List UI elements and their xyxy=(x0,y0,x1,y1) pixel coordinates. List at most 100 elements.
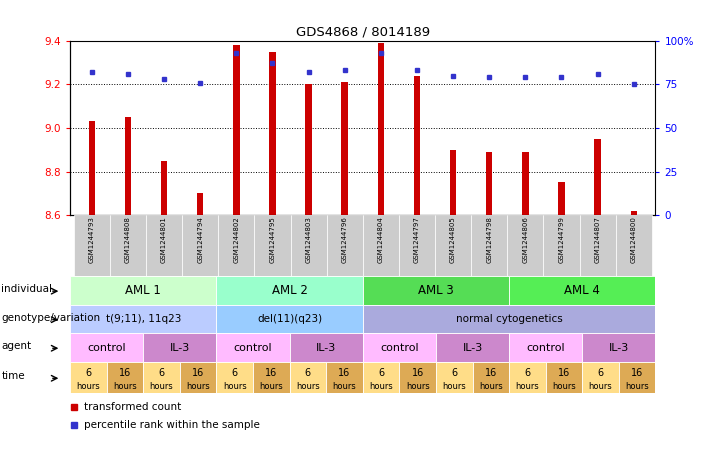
Bar xyxy=(363,276,509,305)
Text: hours: hours xyxy=(332,382,356,391)
Bar xyxy=(508,215,543,276)
Text: control: control xyxy=(233,342,272,353)
Text: hours: hours xyxy=(150,382,173,391)
Text: del(11)(q23): del(11)(q23) xyxy=(257,314,322,324)
Title: GDS4868 / 8014189: GDS4868 / 8014189 xyxy=(296,25,430,38)
Bar xyxy=(70,362,107,393)
Text: GSM1244794: GSM1244794 xyxy=(197,217,203,263)
Bar xyxy=(217,362,253,393)
Bar xyxy=(558,183,565,215)
Bar xyxy=(70,305,217,333)
Bar xyxy=(436,333,509,362)
Text: hours: hours xyxy=(259,382,283,391)
Text: hours: hours xyxy=(589,382,613,391)
Text: hours: hours xyxy=(76,382,100,391)
Bar xyxy=(594,139,601,215)
Text: IL-3: IL-3 xyxy=(316,342,336,353)
Text: hours: hours xyxy=(552,382,576,391)
Bar xyxy=(253,362,290,393)
Text: control: control xyxy=(526,342,565,353)
Text: GSM1244800: GSM1244800 xyxy=(631,217,637,263)
Text: AML 1: AML 1 xyxy=(125,284,161,297)
Bar xyxy=(146,215,182,276)
Text: 16: 16 xyxy=(339,368,350,378)
Text: 16: 16 xyxy=(631,368,644,378)
Bar xyxy=(217,276,363,305)
Bar xyxy=(88,121,95,215)
Text: GSM1244804: GSM1244804 xyxy=(378,217,384,263)
Bar xyxy=(509,276,655,305)
Bar xyxy=(197,193,203,215)
Text: hours: hours xyxy=(223,382,247,391)
Text: hours: hours xyxy=(113,382,137,391)
Bar xyxy=(269,52,275,215)
Text: time: time xyxy=(1,371,25,381)
Text: hours: hours xyxy=(479,382,503,391)
Bar xyxy=(290,333,363,362)
Bar xyxy=(110,215,146,276)
Text: GSM1244806: GSM1244806 xyxy=(522,217,529,263)
Text: GSM1244798: GSM1244798 xyxy=(486,217,492,263)
Text: IL-3: IL-3 xyxy=(170,342,190,353)
Bar xyxy=(217,333,290,362)
Text: hours: hours xyxy=(186,382,210,391)
Text: agent: agent xyxy=(1,341,32,351)
Bar xyxy=(143,333,217,362)
Text: 6: 6 xyxy=(597,368,604,378)
Text: 16: 16 xyxy=(265,368,278,378)
Bar xyxy=(218,215,254,276)
Text: 6: 6 xyxy=(378,368,384,378)
Text: GSM1244793: GSM1244793 xyxy=(89,217,95,263)
Bar xyxy=(543,215,580,276)
Bar xyxy=(217,305,363,333)
Text: IL-3: IL-3 xyxy=(463,342,483,353)
Bar xyxy=(125,117,131,215)
Text: GSM1244799: GSM1244799 xyxy=(559,217,564,263)
Text: percentile rank within the sample: percentile rank within the sample xyxy=(84,420,260,430)
Text: control: control xyxy=(380,342,418,353)
Text: GSM1244801: GSM1244801 xyxy=(161,217,167,263)
Text: hours: hours xyxy=(296,382,320,391)
Text: 16: 16 xyxy=(484,368,497,378)
Bar xyxy=(254,215,290,276)
Bar xyxy=(450,150,456,215)
Text: GSM1244797: GSM1244797 xyxy=(414,217,420,263)
Bar xyxy=(435,215,471,276)
Bar xyxy=(378,43,384,215)
Bar xyxy=(522,152,529,215)
Text: GSM1244808: GSM1244808 xyxy=(125,217,131,263)
Text: 16: 16 xyxy=(192,368,204,378)
Bar xyxy=(583,333,655,362)
Text: AML 4: AML 4 xyxy=(564,284,600,297)
Bar xyxy=(400,362,436,393)
Text: transformed count: transformed count xyxy=(84,402,182,412)
Bar xyxy=(143,362,180,393)
Bar xyxy=(471,215,508,276)
Bar xyxy=(290,362,326,393)
Bar xyxy=(509,333,583,362)
Bar xyxy=(399,215,435,276)
Text: 6: 6 xyxy=(451,368,457,378)
Text: AML 2: AML 2 xyxy=(272,284,308,297)
Bar xyxy=(180,362,217,393)
Text: GSM1244807: GSM1244807 xyxy=(594,217,601,263)
Text: hours: hours xyxy=(442,382,466,391)
Bar xyxy=(327,215,363,276)
Bar xyxy=(107,362,143,393)
Text: genotype/variation: genotype/variation xyxy=(1,313,100,323)
Bar xyxy=(290,215,327,276)
Text: 6: 6 xyxy=(305,368,311,378)
Bar xyxy=(74,215,110,276)
Bar xyxy=(233,45,240,215)
Text: 6: 6 xyxy=(231,368,238,378)
Bar xyxy=(509,362,545,393)
Bar xyxy=(580,215,615,276)
Text: normal cytogenetics: normal cytogenetics xyxy=(456,314,562,324)
Text: hours: hours xyxy=(625,382,649,391)
Text: 6: 6 xyxy=(86,368,91,378)
Bar xyxy=(182,215,218,276)
Bar xyxy=(486,152,493,215)
Text: 6: 6 xyxy=(158,368,165,378)
Bar xyxy=(341,82,348,215)
Text: IL-3: IL-3 xyxy=(608,342,629,353)
